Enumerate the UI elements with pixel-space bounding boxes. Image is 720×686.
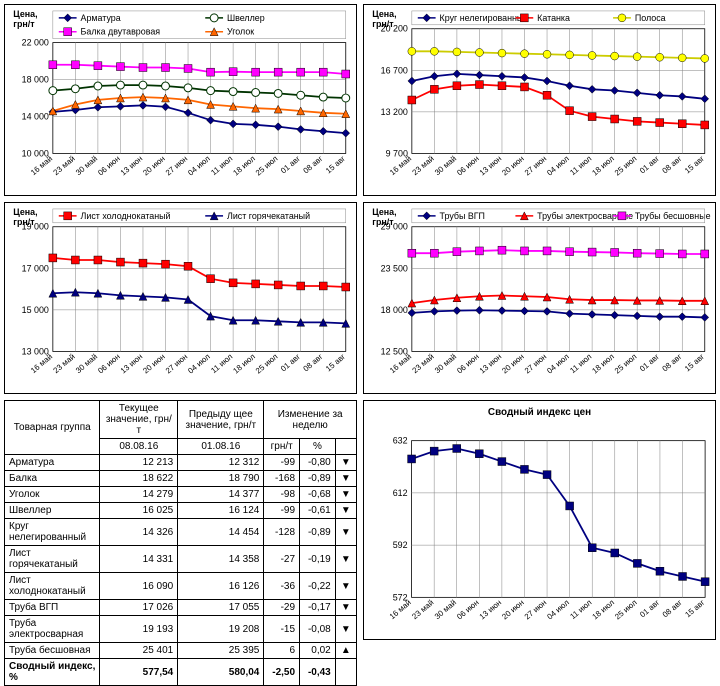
svg-text:18 000: 18 000 [381,305,408,315]
svg-text:Сводный индекс цен: Сводный индекс цен [488,407,591,418]
svg-text:Лист холоднокатаный: Лист холоднокатаный [81,211,171,221]
svg-text:14 000: 14 000 [22,111,49,121]
chart-index: Сводный индекс цен57259261263216 май23 м… [363,400,716,640]
svg-text:29 000: 29 000 [381,222,408,232]
svg-text:22 000: 22 000 [22,38,49,48]
data-table: Товарная группа Текущее значение, грн/т … [4,400,357,640]
svg-text:Арматура: Арматура [81,13,121,23]
svg-text:Катанка: Катанка [537,13,570,23]
svg-text:13 200: 13 200 [381,107,408,117]
svg-text:Балка двутавровая: Балка двутавровая [81,27,161,37]
svg-text:Трубы ВГП: Трубы ВГП [440,211,485,221]
svg-text:23 500: 23 500 [381,263,408,273]
chart-1: Арматура Швеллер Балка двутавровая Уголок Це… [4,4,357,196]
svg-text:Цена,: Цена, [372,207,396,217]
svg-text:18 000: 18 000 [22,75,49,85]
svg-text:Цена,: Цена, [372,9,396,19]
svg-text:грн/т: грн/т [13,19,35,29]
svg-text:Полоса: Полоса [635,13,666,23]
svg-text:Трубы бесшовные: Трубы бесшовные [635,211,711,221]
svg-text:Цена,: Цена, [13,207,37,217]
svg-text:612: 612 [393,488,408,498]
svg-text:Уголок: Уголок [227,27,254,37]
svg-text:16 700: 16 700 [381,65,408,75]
svg-text:15 000: 15 000 [22,305,49,315]
svg-text:17 000: 17 000 [22,263,49,273]
svg-text:20 200: 20 200 [381,24,408,34]
svg-text:Швеллер: Швеллер [227,13,265,23]
svg-text:632: 632 [393,436,408,446]
svg-text:19 000: 19 000 [22,222,49,232]
svg-text:592: 592 [393,540,408,550]
svg-text:Лист горячекатаный: Лист горячекатаный [227,211,310,221]
chart-2: Круг нелегированныйКатанкаПолосаЦена,грн… [363,4,716,196]
chart-4: Трубы ВГПТрубы электросварныеТрубы бесшо… [363,202,716,394]
chart-3: Лист холоднокатаный Лист горячекатаный Цен… [4,202,357,394]
svg-text:Круг нелегированный: Круг нелегированный [440,13,529,23]
svg-text:Цена,: Цена, [13,9,37,19]
